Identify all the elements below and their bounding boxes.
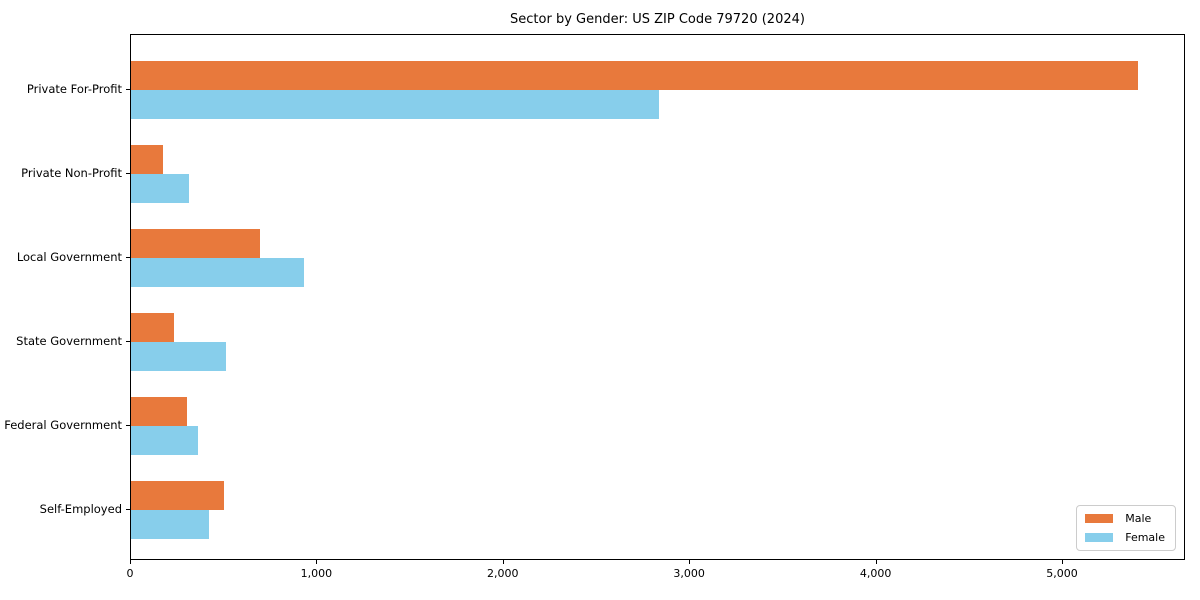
y-tick-label-federal-government: Federal Government	[4, 418, 122, 432]
legend-item-female: Female	[1085, 531, 1165, 544]
bar-male-federal-government	[131, 397, 187, 426]
x-tick-label-4,000: 4,000	[859, 567, 892, 580]
female-swatch	[1085, 533, 1114, 542]
legend-label-female: Female	[1125, 531, 1165, 544]
y-tick-label-state-government: State Government	[16, 334, 122, 348]
bar-female-state-government	[131, 342, 227, 371]
y-tick-label-local-government: Local Government	[16, 250, 122, 264]
y-tick-label-private-for-profit: Private For-Profit	[26, 82, 122, 96]
x-tick-label-0: 0	[126, 567, 134, 580]
bar-male-state-government	[131, 313, 174, 342]
male-swatch	[1085, 514, 1114, 523]
y-tick-mark-state-government	[126, 341, 130, 342]
x-tick-mark-4,000	[875, 560, 877, 564]
x-tick-label-3,000: 3,000	[673, 567, 705, 580]
y-tick-mark-federal-government	[126, 425, 130, 426]
y-tick-label-self-employed: Self-Employed	[39, 502, 122, 516]
bar-female-federal-government	[131, 426, 199, 455]
x-tick-label-1,000: 1,000	[300, 567, 333, 580]
bar-female-self-employed	[131, 510, 210, 539]
plot-area: Male Female	[130, 34, 1185, 560]
bar-male-local-government	[131, 229, 260, 258]
bar-female-local-government	[131, 258, 305, 287]
legend: Male Female	[1076, 505, 1176, 551]
y-tick-mark-private-non-profit	[126, 173, 130, 174]
y-tick-mark-local-government	[126, 257, 130, 258]
bar-male-private-for-profit	[131, 61, 1138, 90]
bar-male-self-employed	[131, 481, 225, 510]
bar-female-private-for-profit	[131, 90, 659, 119]
x-tick-mark-2,000	[502, 560, 504, 564]
x-tick-label-5,000: 5,000	[1046, 567, 1078, 580]
x-tick-mark-5,000	[1061, 560, 1063, 564]
bar-female-private-non-profit	[131, 174, 189, 203]
y-tick-mark-self-employed	[126, 509, 130, 510]
x-tick-mark-1,000	[316, 560, 318, 564]
bar-male-private-non-profit	[131, 145, 163, 174]
chart-title: Sector by Gender: US ZIP Code 79720 (202…	[510, 12, 805, 27]
y-tick-label-private-non-profit: Private Non-Profit	[21, 166, 122, 180]
x-tick-label-2,000: 2,000	[487, 567, 519, 580]
x-tick-mark-0	[130, 560, 131, 564]
legend-item-male: Male	[1085, 512, 1165, 525]
y-tick-mark-private-for-profit	[126, 89, 130, 90]
x-tick-mark-3,000	[689, 560, 691, 564]
legend-label-male: Male	[1125, 512, 1152, 525]
